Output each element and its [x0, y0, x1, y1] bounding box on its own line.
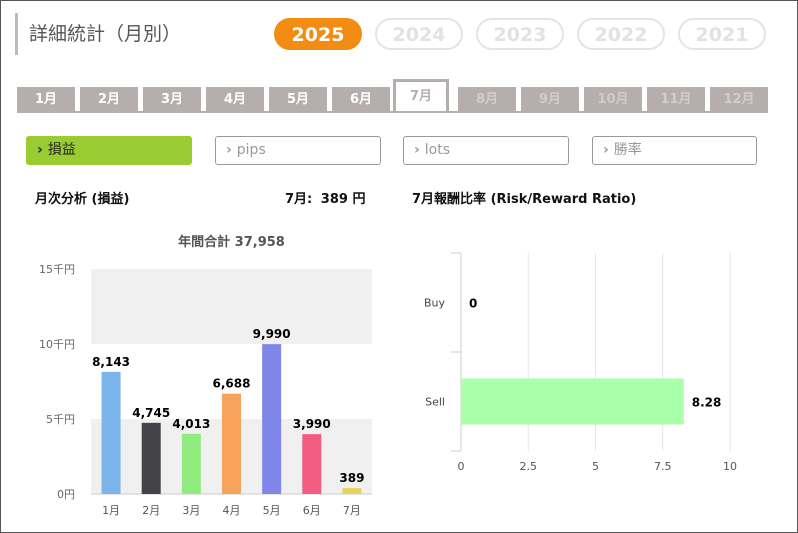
- month-tab-2[interactable]: 2月: [80, 87, 138, 113]
- chevron-right-icon: ›: [37, 142, 43, 158]
- year-button-3[interactable]: 2022: [577, 18, 665, 50]
- bar-value-label: 4,013: [172, 417, 210, 431]
- month-tab-7[interactable]: 7月: [393, 79, 449, 113]
- year-button-2[interactable]: 2023: [476, 18, 564, 50]
- x-tick-label: 7.5: [654, 460, 672, 473]
- x-tick-label: 2月: [142, 504, 160, 517]
- ratio-value-label: 8.28: [692, 396, 722, 410]
- tab-underline: [17, 111, 765, 113]
- year-button-0[interactable]: 2025: [274, 18, 362, 50]
- x-tick-label: 5月: [263, 504, 281, 517]
- ratio-bar-sell[interactable]: [461, 378, 684, 425]
- ratio-value-label: 0: [469, 297, 477, 311]
- current-month-value: 389 円: [320, 192, 366, 207]
- chevron-right-icon: ›: [603, 142, 609, 158]
- metric-button-0[interactable]: › 損益: [26, 136, 192, 165]
- risk-reward-chart: 0 2.5 5 7.5 10 Buy 0 Sell 8.28: [424, 252, 737, 473]
- monthly-analysis-title: 月次分析 (損益): [35, 192, 130, 207]
- chevron-right-icon: ›: [414, 142, 420, 158]
- bar-value-label: 8,143: [92, 355, 130, 369]
- metric-button-label: 損益: [47, 142, 76, 158]
- month-tab-6[interactable]: 6月: [332, 87, 390, 113]
- bar-value-label: 3,990: [293, 417, 331, 431]
- x-tick-label: 5: [592, 460, 599, 473]
- x-tick-label: 7月: [343, 504, 361, 517]
- bar-value-label: 4,745: [132, 406, 170, 420]
- bar-4[interactable]: [222, 393, 241, 494]
- category-label: Buy: [424, 297, 446, 310]
- metric-button-3[interactable]: › 勝率: [592, 136, 757, 165]
- y-tick-label: 10千円: [39, 338, 75, 351]
- metric-button-1[interactable]: › pips: [215, 136, 381, 165]
- current-month-summary: 7月: 389 円: [285, 188, 365, 207]
- bar-value-label: 6,688: [213, 377, 251, 391]
- y-tick-label: 15千円: [39, 263, 75, 276]
- month-tab-1[interactable]: 1月: [17, 87, 75, 113]
- bar-value-label: 389: [339, 471, 364, 485]
- x-tick-label: 3月: [182, 504, 200, 517]
- bar-6[interactable]: [302, 434, 322, 494]
- month-tab-10[interactable]: 10月: [584, 87, 642, 113]
- current-month-label: 7月:: [285, 192, 313, 207]
- bar-5[interactable]: [262, 344, 282, 494]
- month-tab-5[interactable]: 5月: [269, 87, 327, 113]
- month-tab-8[interactable]: 8月: [458, 87, 516, 113]
- page-title: 詳細統計（月別）: [15, 13, 181, 55]
- year-button-1[interactable]: 2024: [375, 18, 463, 50]
- metric-button-label: pips: [236, 142, 266, 158]
- metric-button-label: 勝率: [613, 142, 642, 158]
- bar-2[interactable]: [141, 422, 161, 494]
- x-tick-label: 0: [458, 460, 465, 473]
- year-selector: 2025 2024 2023 2022 2021: [274, 18, 766, 50]
- year-button-4[interactable]: 2021: [678, 18, 766, 50]
- month-tabs: 1月 2月 3月 4月 5月 6月 7月 8月 9月 10月 11月 12月: [17, 79, 768, 113]
- bar-7[interactable]: [342, 488, 362, 494]
- month-tab-11[interactable]: 11月: [647, 87, 705, 113]
- bar-value-label: 9,990: [253, 327, 291, 341]
- chart-title: 年間合計 37,958: [178, 234, 285, 250]
- chevron-right-icon: ›: [226, 142, 232, 158]
- x-tick-label: 2.5: [520, 460, 538, 473]
- month-tab-12[interactable]: 12月: [710, 87, 768, 113]
- x-tick-label: 10: [723, 460, 737, 473]
- month-tab-4[interactable]: 4月: [206, 87, 264, 113]
- x-tick-label: 6月: [303, 504, 321, 517]
- metric-button-2[interactable]: › lots: [403, 136, 569, 165]
- category-label: Sell: [425, 396, 445, 409]
- y-tick-label: 0円: [57, 488, 75, 501]
- bar-1[interactable]: [101, 371, 121, 494]
- ratio-title: 7月報酬比率 (Risk/Reward Ratio): [412, 192, 637, 207]
- metric-button-label: lots: [424, 142, 451, 158]
- monthly-profit-chart: 年間合計 37,958 0円 5千円 10千円 15千円 8,143 1月 4,745 2月 4,…: [39, 234, 372, 517]
- plot-band: [91, 269, 372, 344]
- month-tab-3[interactable]: 3月: [143, 87, 201, 113]
- x-tick-label: 4月: [223, 504, 241, 517]
- y-tick-label: 5千円: [46, 413, 75, 426]
- month-tab-9[interactable]: 9月: [521, 87, 579, 113]
- x-tick-label: 1月: [102, 504, 120, 517]
- bar-3[interactable]: [181, 433, 201, 494]
